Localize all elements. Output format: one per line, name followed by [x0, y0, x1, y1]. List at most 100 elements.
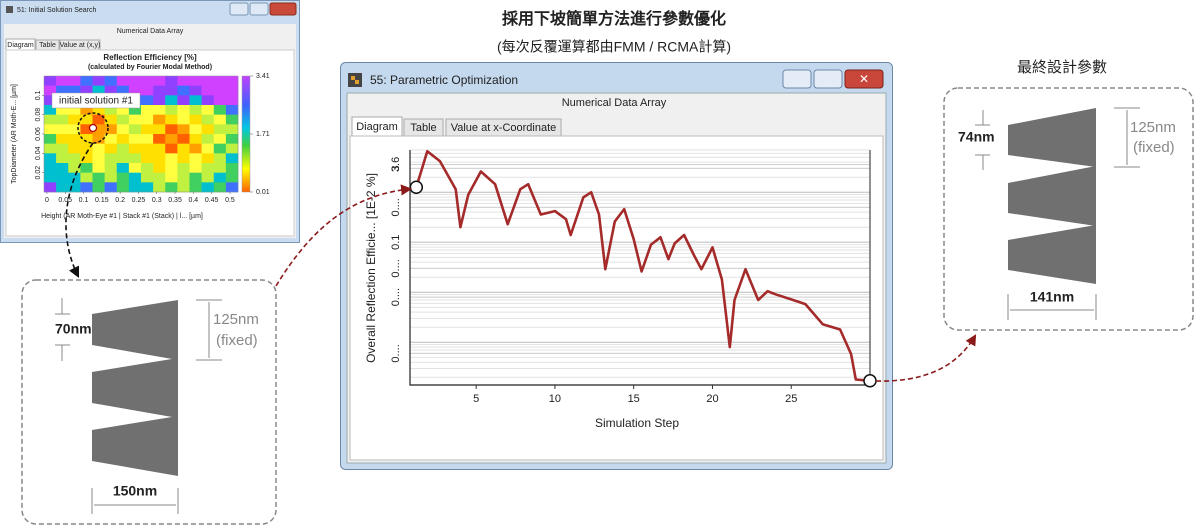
- heat-cell: [225, 124, 239, 135]
- x-tick-label: 20: [706, 393, 718, 405]
- heat-cell: [177, 105, 190, 115]
- heat-cell: [177, 153, 190, 164]
- x-tick-label: 0.05: [58, 197, 72, 204]
- heat-cell: [92, 163, 105, 173]
- line-chart: 3.63 0.... 0.1 0.... 0.... 0.... 5 10 15 20 25: [390, 149, 877, 405]
- heat-cell: [225, 85, 239, 96]
- title: 採用下坡簡單方法進行參數優化: [502, 9, 726, 28]
- close-button[interactable]: [844, 69, 884, 89]
- heat-cell: [104, 143, 118, 154]
- heat-cell: [56, 124, 69, 135]
- heat-cell: [128, 163, 142, 173]
- maximize-button[interactable]: [813, 69, 843, 89]
- heat-cell: [92, 114, 105, 125]
- top-diameter: 74nm: [958, 129, 995, 145]
- minimize-button[interactable]: [782, 69, 812, 89]
- heat-cell: [153, 134, 166, 144]
- heat-cell: [92, 143, 105, 154]
- heat-cell: [165, 153, 178, 164]
- heat-cell: [141, 85, 154, 96]
- heat-cell: [80, 153, 93, 164]
- heat-cell: [80, 76, 93, 86]
- heat-cell: [68, 172, 81, 183]
- heat-cell: [128, 124, 142, 135]
- heat-cell: [225, 105, 239, 115]
- heat-cell: [189, 153, 202, 164]
- heat-cell: [68, 143, 81, 154]
- heat-cell: [225, 95, 239, 106]
- heat-cell: [80, 143, 93, 154]
- heat-cell: [177, 124, 190, 135]
- heat-cell: [141, 182, 154, 193]
- heat-cell: [213, 114, 227, 125]
- heat-cell: [92, 124, 105, 135]
- heat-cell: [141, 163, 154, 173]
- heat-cell: [153, 163, 166, 173]
- maximize-button[interactable]: [249, 2, 269, 16]
- heat-cell: [201, 85, 215, 96]
- heat-cell: [201, 114, 215, 125]
- heat-cell: [153, 76, 166, 86]
- heat-cell: [44, 105, 57, 115]
- heat-cell: [104, 85, 118, 96]
- heat-cell: [189, 114, 202, 125]
- heat-cell: [44, 85, 57, 96]
- heat-cell: [104, 124, 118, 135]
- heat-cell: [92, 182, 105, 193]
- heat-cell: [177, 163, 190, 173]
- heat-cell: [56, 172, 69, 183]
- heat-cell: [44, 134, 57, 144]
- annotation: initial solution #1: [59, 96, 133, 107]
- tab-label: Diagram: [356, 121, 398, 133]
- x-tick-label: 0.5: [225, 197, 235, 204]
- heat-cell: [165, 182, 178, 193]
- height: 125nm: [213, 311, 259, 328]
- heat-cell: [213, 124, 227, 135]
- optimization-window: 55: Parametric Optimization ✕ Numerical …: [340, 62, 893, 470]
- heat-cell: [189, 95, 202, 106]
- heat-cell: [104, 114, 118, 125]
- heat-cell: [141, 172, 154, 183]
- solution-point: [88, 123, 98, 133]
- close-button[interactable]: [269, 2, 297, 16]
- heat-cell: [201, 163, 215, 173]
- heat-cell: [56, 163, 69, 173]
- window-title: 55: Parametric Optimization: [370, 73, 518, 87]
- heat-cell: [141, 153, 154, 164]
- x-tick-label: 15: [628, 393, 640, 405]
- heat-cell: [116, 76, 130, 86]
- heat-cell: [80, 105, 93, 115]
- period: 141nm: [1030, 289, 1074, 305]
- x-tick-label: 10: [549, 393, 561, 405]
- heat-cell: [177, 172, 190, 183]
- heat-cell: [225, 172, 239, 183]
- heat-cell: [201, 76, 215, 86]
- heat-cell: [128, 143, 142, 154]
- heat-cell: [225, 182, 239, 193]
- minimize-button[interactable]: [229, 2, 249, 16]
- heat-cell: [153, 182, 166, 193]
- endpoint-marker: [863, 374, 877, 388]
- heat-cell: [104, 163, 118, 173]
- tab-label: Table: [39, 42, 56, 49]
- heat-cell: [68, 85, 81, 96]
- top-diameter: 70nm: [55, 321, 92, 337]
- chart-subtitle: (calculated by Fourier Modal Method): [88, 64, 212, 71]
- heat-cell: [56, 153, 69, 164]
- heat-cell: [128, 76, 142, 86]
- heat-cell: [165, 85, 178, 96]
- heat-cell: [165, 172, 178, 183]
- heat-cell: [189, 143, 202, 154]
- heat-cell: [201, 105, 215, 115]
- heat-cell: [177, 95, 190, 106]
- heat-cell: [116, 134, 130, 144]
- heat-cell: [201, 95, 215, 106]
- heat-cell: [213, 76, 227, 86]
- heat-cell: [201, 143, 215, 154]
- heat-cell: [56, 182, 69, 193]
- heat-cell: [225, 153, 239, 164]
- heat-cell: [141, 143, 154, 154]
- heat-cell: [165, 76, 178, 86]
- heat-cell: [116, 114, 130, 125]
